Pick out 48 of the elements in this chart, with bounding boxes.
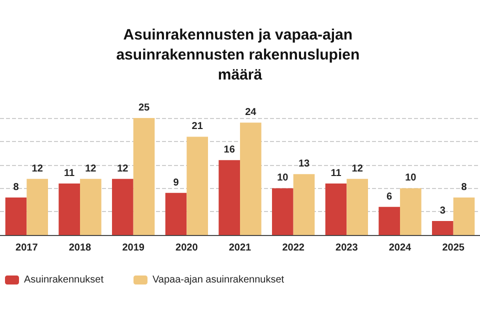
x-tick-label: 2020 bbox=[176, 242, 198, 254]
bar bbox=[112, 178, 134, 235]
data-label: 12 bbox=[32, 163, 44, 174]
bar bbox=[400, 188, 422, 235]
data-label: 11 bbox=[330, 168, 342, 180]
x-tick-label: 2025 bbox=[442, 242, 465, 254]
bar bbox=[325, 184, 347, 235]
bar bbox=[272, 188, 294, 235]
x-tick-label: 2021 bbox=[228, 242, 252, 254]
bar bbox=[240, 122, 262, 235]
x-tick-label: 2024 bbox=[388, 242, 412, 254]
data-label: 10 bbox=[405, 172, 417, 184]
data-label: 3 bbox=[440, 205, 446, 216]
legend-label: Vapaa-ajan asuinrakennukset bbox=[152, 274, 284, 286]
data-label: 12 bbox=[117, 163, 129, 174]
bar bbox=[165, 192, 187, 235]
bar bbox=[5, 198, 27, 235]
bar bbox=[26, 178, 48, 235]
x-tick-label: 2018 bbox=[68, 242, 92, 254]
bar bbox=[218, 160, 240, 235]
bar bbox=[378, 206, 400, 235]
data-label: 12 bbox=[352, 163, 364, 174]
data-label: 24 bbox=[245, 107, 257, 118]
bar bbox=[453, 198, 475, 235]
data-label: 21 bbox=[192, 121, 204, 132]
x-tick-label: 2022 bbox=[282, 242, 305, 254]
x-tick-label: 2019 bbox=[122, 242, 145, 254]
bar bbox=[186, 136, 208, 235]
data-label: 6 bbox=[386, 191, 393, 202]
bar bbox=[58, 184, 80, 235]
data-label: 13 bbox=[298, 158, 310, 170]
data-label: 12 bbox=[85, 163, 97, 174]
data-label: 11 bbox=[64, 168, 76, 180]
bar bbox=[133, 118, 155, 235]
bar bbox=[432, 220, 454, 235]
data-label: 8 bbox=[13, 182, 20, 194]
bar bbox=[293, 174, 315, 235]
data-label: 8 bbox=[461, 182, 468, 194]
chart-title: Asuinrakennusten ja vapaa-ajan asuinrakennusten rakennuslupien määrä bbox=[116, 26, 364, 84]
data-label: 25 bbox=[138, 102, 150, 114]
data-label: 10 bbox=[277, 172, 289, 184]
data-label: 16 bbox=[224, 144, 236, 156]
data-label: 9 bbox=[173, 177, 180, 188]
x-tick-label: 2023 bbox=[336, 242, 358, 254]
bar bbox=[80, 178, 102, 235]
x-tick-label: 2017 bbox=[16, 242, 38, 254]
bar bbox=[346, 178, 368, 235]
legend-label: Asuinrakennukset bbox=[24, 274, 104, 286]
